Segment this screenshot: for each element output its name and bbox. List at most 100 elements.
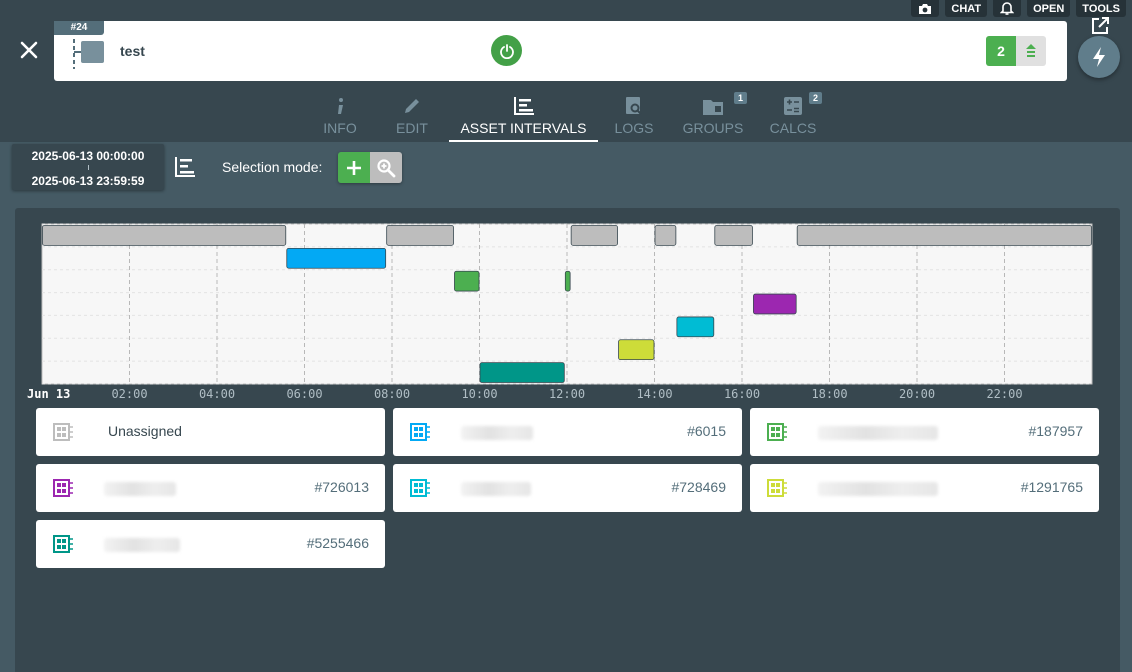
legend-name-redacted <box>818 426 938 440</box>
legend-card[interactable]: #6015 <box>393 408 742 456</box>
x-tick-label: 02:00 <box>111 387 147 401</box>
interval-bar <box>676 316 715 338</box>
tab-label: GROUPS <box>682 120 744 136</box>
tab-badge: 1 <box>734 92 748 104</box>
legend-card[interactable]: #187957 <box>750 408 1099 456</box>
asset-type-icon <box>71 39 107 74</box>
interval-chart-icon <box>513 92 535 116</box>
camera-icon[interactable] <box>911 0 940 17</box>
pencil-icon <box>402 92 422 116</box>
legend-card[interactable]: #5255466 <box>36 520 385 568</box>
x-tick-label: 08:00 <box>374 387 410 401</box>
x-tick-label: 14:00 <box>636 387 672 401</box>
interval-bar <box>386 225 454 246</box>
interval-bar <box>618 339 655 361</box>
date-end: 2025-06-13 23:59:59 <box>31 174 145 188</box>
interval-bar <box>796 225 1092 246</box>
alert-count[interactable]: 2 <box>986 36 1046 66</box>
x-tick-label: 10:00 <box>461 387 497 401</box>
priority-up-icon <box>1016 36 1046 66</box>
x-tick-label: 18:00 <box>811 387 847 401</box>
date-range-picker[interactable]: 2025-06-13 00:00:00 2025-06-13 23:59:59 <box>12 144 164 190</box>
interval-bar <box>654 225 677 246</box>
legend-name: Unassigned <box>108 423 182 439</box>
legend-id: #726013 <box>314 479 369 495</box>
asset-id-tag: #24 <box>54 21 104 35</box>
calculator-icon <box>783 92 803 116</box>
plus-icon <box>347 160 361 175</box>
add-selection-button[interactable] <box>338 152 370 183</box>
x-tick-label: 20:00 <box>899 387 935 401</box>
interval-chart-icon[interactable] <box>174 156 196 183</box>
tab-calcs[interactable]: CALCS 2 <box>768 92 823 142</box>
date-separator <box>88 165 89 170</box>
tab-label: INFO <box>323 120 357 136</box>
legend-card[interactable]: #1291765 <box>750 464 1099 512</box>
tab-badge: 2 <box>809 92 823 104</box>
legend-card[interactable]: #728469 <box>393 464 742 512</box>
legend-name-redacted <box>461 482 531 496</box>
legend-id: #187957 <box>1028 423 1083 439</box>
selection-mode-label: Selection mode: <box>222 159 323 175</box>
asset-header: #24 test 2 <box>54 21 1067 81</box>
bell-icon[interactable] <box>993 0 1022 17</box>
interval-content: 2025-06-13 00:00:00 2025-06-13 23:59:59 … <box>0 142 1132 672</box>
interval-bar <box>570 225 618 246</box>
legend-asset-icon <box>53 423 73 446</box>
legend-name-redacted <box>818 482 938 496</box>
legend-id: #728469 <box>671 479 726 495</box>
zoom-in-icon <box>377 158 396 177</box>
legend-id: #1291765 <box>1020 479 1083 495</box>
legend-asset-icon <box>767 479 787 502</box>
legend-asset-icon <box>410 479 430 502</box>
legend-name-redacted <box>461 426 533 440</box>
tab-bar: INFO EDIT ASSET INTERVALS LOGS GROUPS 1 … <box>0 92 1132 142</box>
x-tick-label: 16:00 <box>724 387 760 401</box>
x-tick-label: 04:00 <box>199 387 235 401</box>
legend-card[interactable]: #726013 <box>36 464 385 512</box>
tab-label: EDIT <box>396 120 428 136</box>
x-tick-label: 12:00 <box>549 387 585 401</box>
interval-bar <box>564 270 571 292</box>
legend-asset-icon <box>53 535 73 558</box>
power-icon <box>499 43 514 59</box>
chat-button[interactable]: CHAT <box>945 0 988 17</box>
tools-button[interactable]: TOOLS <box>1076 0 1126 17</box>
tab-edit[interactable]: EDIT <box>390 92 434 142</box>
tab-label: LOGS <box>614 120 654 136</box>
action-button[interactable] <box>1078 36 1120 78</box>
legend-name-redacted <box>104 482 176 496</box>
folder-icon <box>702 92 724 116</box>
interval-bar <box>753 293 797 315</box>
legend-name-redacted <box>104 538 180 552</box>
legend-asset-icon <box>53 479 73 502</box>
date-start: 2025-06-13 00:00:00 <box>31 149 145 163</box>
interval-bar <box>479 362 565 383</box>
open-external-icon[interactable] <box>1090 16 1110 41</box>
legend-id: #5255466 <box>306 535 369 551</box>
legend-id: #6015 <box>687 423 726 439</box>
legend-asset-icon <box>410 423 430 446</box>
x-tick-label: 22:00 <box>986 387 1022 401</box>
close-icon[interactable] <box>17 38 41 62</box>
interval-panel: Jun 13 02:00 04:00 06:00 08:00 10:00 12:00 14:0… <box>15 208 1120 672</box>
interval-timeline-chart[interactable]: Jun 13 02:00 04:00 06:00 08:00 10:00 12:00 14:0… <box>15 208 1120 408</box>
tab-groups[interactable]: GROUPS 1 <box>682 92 748 142</box>
interval-bar <box>714 225 753 246</box>
zoom-selection-button[interactable] <box>370 152 402 183</box>
bolt-icon <box>1093 47 1105 67</box>
legend-card[interactable]: Unassigned <box>36 408 385 456</box>
x-tick-label: Jun 13 <box>27 387 70 401</box>
open-button[interactable]: OPEN <box>1027 0 1071 17</box>
tab-logs[interactable]: LOGS <box>611 92 657 142</box>
legend-asset-icon <box>767 423 787 446</box>
interval-bar <box>286 247 387 269</box>
tab-label: ASSET INTERVALS <box>460 120 587 136</box>
tab-asset-intervals[interactable]: ASSET INTERVALS <box>449 92 598 142</box>
log-search-icon <box>624 92 644 116</box>
tab-info[interactable]: INFO <box>318 92 362 142</box>
power-button[interactable] <box>491 35 522 66</box>
interval-bar <box>42 225 287 246</box>
alert-count-value: 2 <box>986 36 1016 66</box>
x-tick-label: 06:00 <box>286 387 322 401</box>
